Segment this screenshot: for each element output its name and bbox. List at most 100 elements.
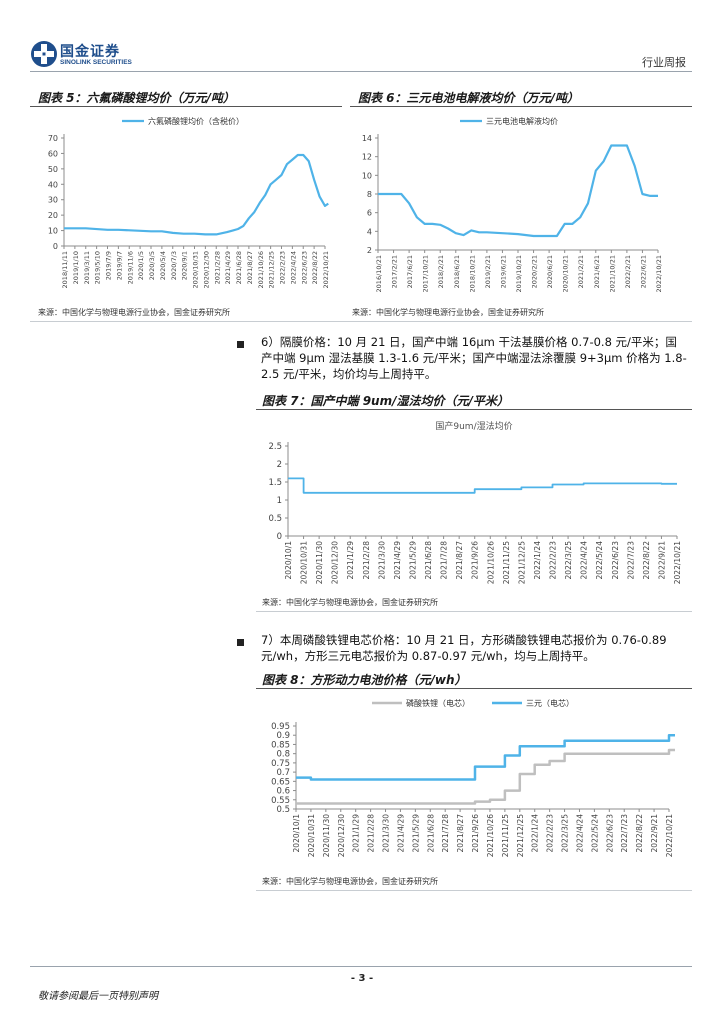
fig5-title-rule <box>30 106 342 107</box>
fig6-y-tick-label: 12 <box>362 153 372 162</box>
fig5-source: 来源：中国化学与物理电源行业协会，国金证券研究所 <box>38 308 230 317</box>
fig6-y-tick-label: 14 <box>362 134 372 143</box>
fig5-title: 图表 5：六氟磷酸锂均价（万元/吨） <box>38 91 235 105</box>
fig7-x-tick-label: 2022/2/23 <box>549 541 558 580</box>
fig8-y-tick-label: 0.9 <box>276 731 290 741</box>
fig6-y-tick-label: 2 <box>367 246 372 255</box>
fig6-title-rule <box>350 106 692 107</box>
fig8-x-tick-label: 2021/9/26 <box>471 814 480 853</box>
fig6-x-tick-label: 2018/10/21 <box>468 255 476 292</box>
fig8-y-tick-label: 0.8 <box>276 750 290 760</box>
fig8-y-tick-label: 0.85 <box>271 740 290 750</box>
fig5-x-tick-label: 2019/3/11 <box>83 251 91 284</box>
fig8-x-tick-label: 2022/6/23 <box>605 814 614 853</box>
fig7-x-tick-label: 2022/3/25 <box>564 541 573 580</box>
fig7-x-tick-label: 2022/9/21 <box>657 541 666 580</box>
fig7-series-line-1 <box>288 477 677 494</box>
fig8-x-tick-label: 2021/1/29 <box>352 814 361 853</box>
fig7-y-tick-label: 0 <box>277 532 282 542</box>
fig5-x-tick-label: 2020/7/3 <box>170 251 178 280</box>
header-rule <box>30 71 692 72</box>
fig6-x-tick-label: 2021/2/21 <box>577 255 585 288</box>
fig8-x-tick-label: 2022/7/23 <box>620 814 629 853</box>
fig6-source: 来源：中国化学与物理电源行业协会，国金证券研究所 <box>352 308 544 317</box>
fig7-x-tick-label: 2021/10/26 <box>486 541 495 584</box>
fig8-y-tick-label: 0.5 <box>276 805 290 815</box>
fig8-source: 来源：中国化学与物理电源协会，国金证券研究所 <box>262 877 438 886</box>
fig6-series-line-1 <box>378 144 658 238</box>
fig56-bottom-rule <box>30 321 692 322</box>
fig7-x-tick-label: 2021/8/27 <box>455 541 464 580</box>
fig7-x-tick-label: 2022/6/23 <box>611 541 620 580</box>
page-number: - 3 - <box>350 973 374 984</box>
fig5-x-tick-label: 2019/9/7 <box>115 251 123 280</box>
fig7-title: 图表 7：国产中端 9um/湿法均价（元/平米） <box>262 394 509 408</box>
fig8-x-tick-label: 2020/12/30 <box>337 814 346 857</box>
fig5-x-tick-label: 2020/5/4 <box>159 251 167 280</box>
fig8-x-tick-label: 2022/8/22 <box>635 814 644 853</box>
fig6-x-tick-label: 2017/6/21 <box>406 255 414 288</box>
fig8-x-tick-label: 2021/12/25 <box>516 814 525 857</box>
fig8-x-tick-label: 2021/3/30 <box>382 814 391 853</box>
fig8-y-tick-label: 0.55 <box>271 796 290 806</box>
fig7-x-tick-label: 2021/1/29 <box>346 541 355 580</box>
fig8-x-tick-label: 2022/5/24 <box>590 814 599 853</box>
fig7-x-tick-label: 2021/5/29 <box>408 541 417 580</box>
fig7-x-tick-label: 2022/4/24 <box>580 541 589 580</box>
fig7-x-tick-label: 2020/12/30 <box>331 541 340 584</box>
footer-disclaimer: 敬请参阅最后一页特别声明 <box>38 991 158 1002</box>
fig8-x-tick-label: 2021/8/27 <box>456 814 465 853</box>
fig5-x-tick-label: 2020/9/1 <box>181 251 189 280</box>
fig7-x-tick-label: 2022/7/23 <box>626 541 635 580</box>
fig6-y-tick-label: 6 <box>367 209 372 218</box>
fig7-bottom-rule <box>256 611 692 612</box>
fig5-x-tick-label: 2019/5/10 <box>94 251 102 284</box>
fig6-x-tick-label: 2017/10/21 <box>422 255 430 292</box>
fig7-x-tick-label: 2021/6/28 <box>424 541 433 580</box>
fig5-x-tick-label: 2021/6/28 <box>235 251 243 284</box>
fig5-x-tick-label: 2020/1/5 <box>137 251 145 280</box>
fig5-x-tick-label: 2022/2/23 <box>279 251 287 284</box>
fig7-x-tick-label: 2022/1/24 <box>533 541 542 580</box>
fig7-x-tick-label: 2021/9/26 <box>471 541 480 580</box>
fig5-x-tick-label: 2018/11/11 <box>61 251 69 288</box>
fig7-x-tick-label: 2022/10/21 <box>673 541 682 584</box>
fig5-y-tick-label: 10 <box>48 227 58 236</box>
fig5-y-tick-label: 70 <box>48 134 58 143</box>
fig8-series-line-1 <box>296 748 675 805</box>
fig8-y-tick-label: 0.7 <box>276 768 290 778</box>
fig6-x-tick-label: 2019/6/21 <box>499 255 507 288</box>
fig8-y-tick-label: 0.75 <box>271 759 290 769</box>
fig7-y-tick-label: 2.5 <box>268 442 282 452</box>
fig7-x-tick-label: 2021/7/28 <box>440 541 449 580</box>
fig8-x-tick-label: 2021/2/28 <box>367 814 376 853</box>
fig5-x-tick-label: 2021/8/27 <box>246 251 254 284</box>
fig8-chart: 磷酸铁锂（电芯） 三元（电芯） 0.50.550.60.650.70.750.8… <box>271 698 675 857</box>
fig8-x-tick-label: 2021/6/28 <box>426 814 435 853</box>
fig5-x-tick-label: 2019/7/9 <box>105 251 113 280</box>
fig5-y-tick-label: 20 <box>48 211 58 220</box>
footer-rule <box>30 966 692 967</box>
fig6-y-tick-label: 4 <box>367 227 372 236</box>
fig5-x-tick-label: 2020/12/30 <box>202 251 210 288</box>
fig7-x-tick-label: 2021/11/25 <box>502 541 511 584</box>
fig6-x-tick-label: 2020/10/21 <box>562 255 570 292</box>
fig8-x-tick-label: 2022/1/24 <box>531 814 540 853</box>
fig8-x-tick-label: 2020/10/1 <box>292 814 301 853</box>
fig8-title: 图表 8：方形动力电池价格（元/wh） <box>262 673 467 687</box>
fig8-legend-label-ncm: 三元（电芯） <box>526 698 574 708</box>
fig8-bottom-rule <box>256 890 692 891</box>
fig5-y-tick-label: 0 <box>53 242 58 251</box>
fig7-y-tick-label: 1 <box>277 496 282 506</box>
fig8-series-line-2 <box>296 733 675 781</box>
fig7-y-tick-label: 0.5 <box>268 514 282 524</box>
fig7-x-tick-label: 2021/4/29 <box>393 541 402 580</box>
fig5-x-tick-label: 2022/6/23 <box>300 251 308 284</box>
fig5-x-tick-label: 2019/1/10 <box>72 251 80 284</box>
fig6-x-tick-label: 2021/6/21 <box>593 255 601 288</box>
fig5-x-tick-label: 2019/11/6 <box>126 251 134 284</box>
logo-en-text: SINOLINK SECURITIES <box>60 59 132 66</box>
fig7-x-tick-label: 2020/11/30 <box>315 541 324 584</box>
fig6-x-tick-label: 2019/2/21 <box>484 255 492 288</box>
company-logo-icon <box>30 40 58 68</box>
